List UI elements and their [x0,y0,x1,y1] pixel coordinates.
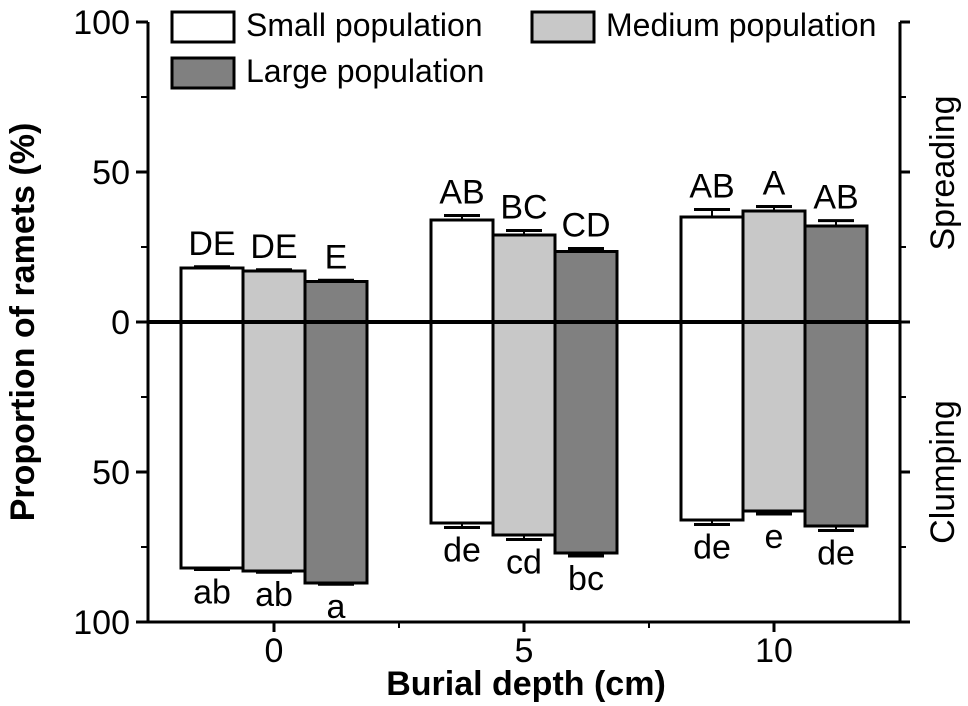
legend-label: Medium population [606,7,876,43]
x-tick-label: 5 [515,632,534,670]
legend-label: Large population [246,53,484,89]
significance-label-upper: A [763,165,786,203]
significance-label-lower: e [765,518,784,556]
significance-labels: DE ab AB de AB de DE ab BC cd Ae Ea CD bc AB de [188,165,858,627]
bar-spreading [241,269,307,324]
bar-spreading [179,266,245,324]
bar-clumping [741,320,807,513]
significance-label-upper: CD [561,207,610,245]
bar-clumping [303,320,369,585]
bar-spreading [741,209,807,324]
significance-label-upper: AB [439,174,484,212]
significance-label-upper: BC [500,189,547,227]
legend-swatch [530,10,596,44]
spreading-label: Spreading [924,95,962,250]
bar-clumping [491,320,557,537]
legend: Small population Medium population Large p… [170,7,876,90]
bars-layer [179,205,869,586]
legend-label: Small population [246,7,483,43]
bar-spreading [303,280,369,324]
y-tick-label: 0 [111,304,130,342]
bar-spreading [491,233,557,324]
significance-label-upper: DE [250,228,297,266]
bar-clumping [179,320,245,570]
significance-label-upper: AB [689,168,734,206]
bar-spreading [553,250,619,324]
bar-spreading [429,218,495,324]
y-tick-label: 50 [92,454,130,492]
y-tick-label: 100 [73,4,130,42]
bar-spreading [679,215,745,324]
bar-clumping [429,320,495,525]
significance-label-upper: DE [188,225,235,263]
significance-label-upper: AB [813,179,858,217]
significance-label-lower: ab [193,574,231,612]
legend-swatch [170,10,236,44]
bar-clumping [553,320,619,555]
bar-clumping [679,320,745,522]
bar-clumping [803,320,869,528]
significance-label-lower: cd [506,544,542,582]
significance-label-lower: de [443,532,481,570]
y-tick-label: 50 [92,154,130,192]
bar-spreading [803,224,869,324]
bar-clumping [241,320,307,573]
significance-label-upper: E [325,238,348,276]
significance-label-lower: de [817,535,855,573]
significance-label-lower: de [693,529,731,567]
y-tick-label: 100 [73,604,130,642]
legend-swatch [170,56,236,90]
x-tick-label: 0 [265,632,284,670]
significance-label-lower: a [327,588,346,626]
x-tick-label: 10 [755,632,793,670]
y-axis-title: Proportion of ramets (%) [4,123,42,522]
clumping-label: Clumping [924,400,962,544]
axes: 100 50 0 50 100 0 5 10 [73,4,910,670]
significance-label-lower: ab [255,576,293,614]
x-axis-title: Burial depth (cm) [386,665,666,703]
significance-label-lower: bc [568,560,604,598]
